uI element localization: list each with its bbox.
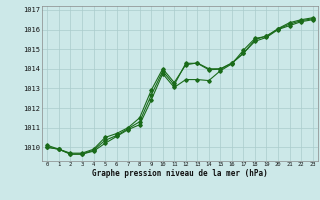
X-axis label: Graphe pression niveau de la mer (hPa): Graphe pression niveau de la mer (hPa) bbox=[92, 169, 268, 178]
